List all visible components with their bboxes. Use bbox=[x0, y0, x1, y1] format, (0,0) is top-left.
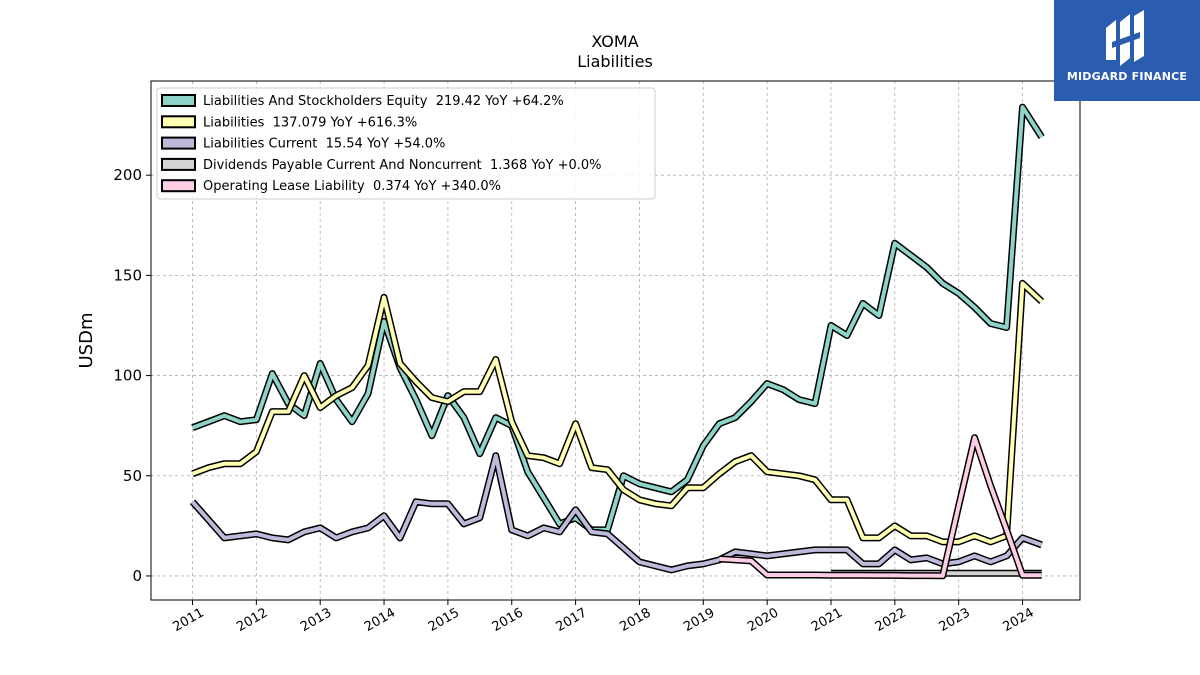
legend-label-4: Operating Lease Liability 0.374 YoY +340… bbox=[203, 179, 501, 194]
y-tick-label: 50 bbox=[123, 467, 142, 485]
legend-box bbox=[156, 87, 656, 200]
x-tick-label: 2014 bbox=[362, 605, 398, 635]
y-tick-label: 0 bbox=[132, 567, 142, 585]
axes: 0 50 100 150 200 2011 2012 2013 2014 2015 2016 2017… bbox=[113, 166, 1036, 635]
series-line-1 bbox=[191, 281, 1044, 544]
series-line-4 bbox=[719, 435, 1042, 578]
x-tick-label: 2017 bbox=[554, 605, 590, 635]
midgard-logo-text: MIDGARD FINANCE bbox=[1066, 70, 1188, 83]
legend-label-3: Dividends Payable Current And Noncurrent… bbox=[203, 158, 602, 173]
legend-swatch-2 bbox=[161, 136, 196, 150]
chart-subtitle: Liabilities bbox=[577, 52, 653, 71]
x-tick-label: 2011 bbox=[170, 605, 206, 635]
legend-swatch-3 bbox=[161, 157, 196, 171]
x-tick-label: 2013 bbox=[298, 605, 334, 635]
midgard-logo-mark-icon bbox=[1106, 10, 1144, 66]
midgard-logo: MIDGARD FINANCE bbox=[1054, 0, 1200, 101]
x-tick-label: 2021 bbox=[809, 605, 845, 635]
x-tick-label: 2020 bbox=[745, 605, 781, 635]
chart-title: XOMA bbox=[591, 32, 638, 51]
x-tick-label: 2012 bbox=[234, 605, 270, 635]
legend-label-0: Liabilities And Stockholders Equity 219.… bbox=[203, 94, 564, 109]
legend-swatch-4 bbox=[161, 179, 196, 193]
y-tick-label: 200 bbox=[113, 166, 142, 184]
x-tick-label: 2015 bbox=[426, 605, 462, 635]
legend-swatch-1 bbox=[161, 115, 196, 129]
x-tick-label: 2022 bbox=[873, 605, 909, 635]
legend-swatch-0 bbox=[161, 94, 196, 107]
legend-label-2: Liabilities Current 15.54 YoY +54.0% bbox=[203, 137, 445, 152]
series-line-2 bbox=[191, 453, 1043, 572]
legend: Liabilities And Stockholders Equity 219.… bbox=[156, 87, 656, 200]
x-tick-label: 2018 bbox=[617, 605, 653, 635]
legend-label-1: Liabilities 137.079 YoY +616.3% bbox=[203, 115, 417, 130]
x-tick-label: 2023 bbox=[937, 605, 973, 635]
x-tick-label: 2024 bbox=[1001, 605, 1037, 635]
x-tick-label: 2016 bbox=[490, 605, 526, 635]
y-tick-label: 150 bbox=[113, 266, 142, 284]
series-layer bbox=[189, 103, 1045, 580]
y-tick-label: 100 bbox=[113, 367, 142, 385]
x-tick-label: 2019 bbox=[681, 605, 717, 635]
plot-frame bbox=[150, 80, 1081, 601]
y-axis-label: USDm bbox=[76, 313, 97, 369]
